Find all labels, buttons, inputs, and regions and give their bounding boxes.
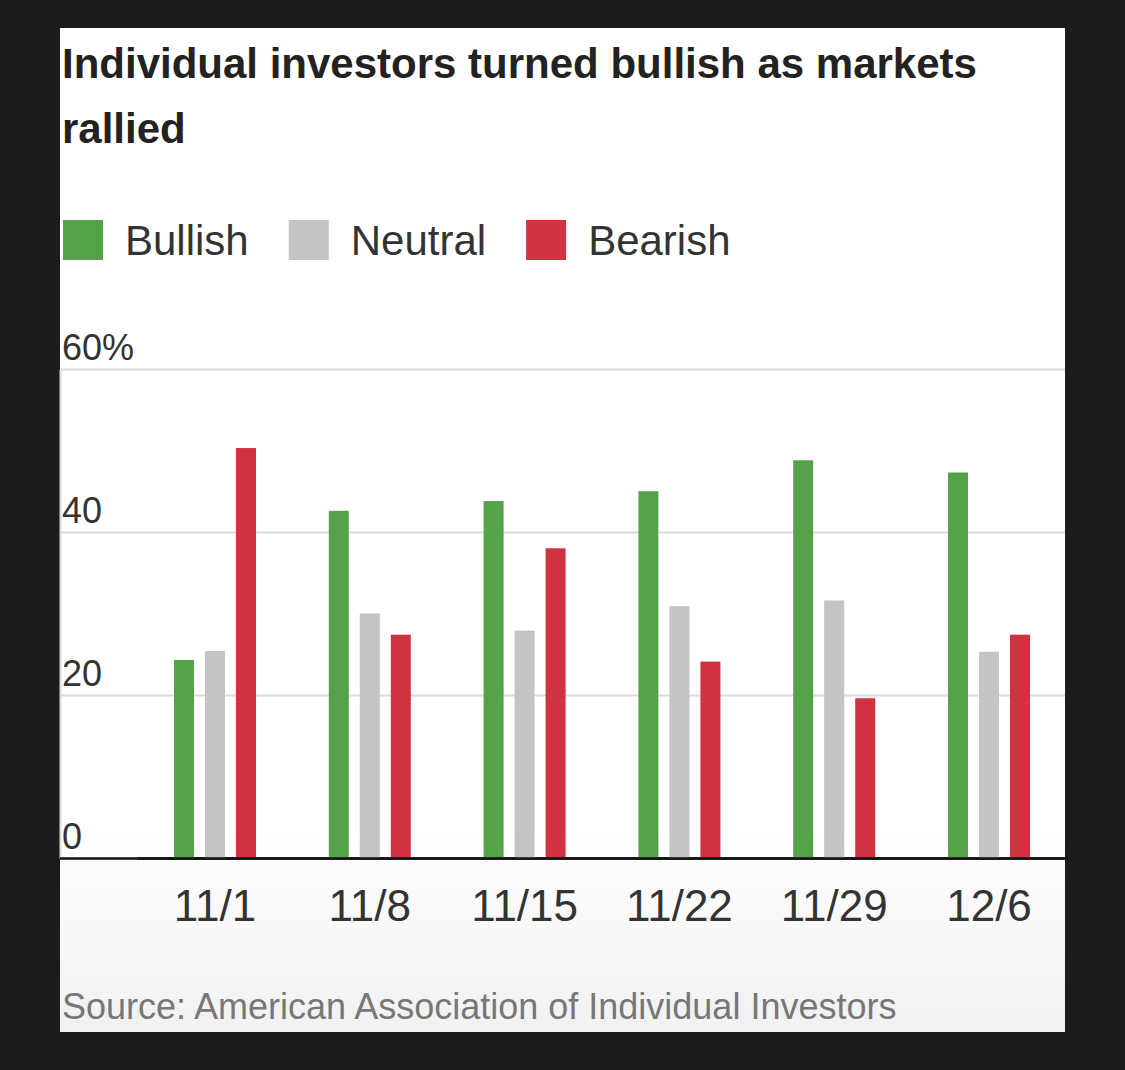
y-tick-label: 0 (62, 816, 82, 857)
bar (855, 698, 875, 858)
x-axis-line (138, 857, 1067, 860)
x-tick-label: 11/8 (329, 881, 411, 930)
legend-label: Bullish (125, 217, 249, 264)
bar (948, 473, 968, 858)
x-tick-label: 11/15 (471, 881, 578, 930)
legend-label: Neutral (351, 217, 486, 264)
legend-item: Bearish (526, 217, 730, 264)
x-tick-label: 11/1 (174, 881, 256, 930)
x-axis: 11/1 11/8 11/15 11/22 11/29 12/6 (138, 858, 1067, 930)
bar (700, 662, 720, 858)
bar (329, 511, 349, 858)
y-tick: 60% (60, 327, 1065, 370)
bar (546, 548, 566, 858)
x-tick-label: 12/6 (946, 881, 1032, 930)
x-tick: 11/22 (626, 858, 733, 930)
y-axis-line (60, 370, 62, 859)
bar (174, 660, 194, 858)
title: Individual investors turned bullish as m… (62, 40, 977, 152)
bar-series (236, 448, 1030, 858)
background (0, 0, 1125, 1070)
bar (391, 635, 411, 858)
legend-item: Neutral (289, 217, 486, 264)
legend-item: Bullish (63, 217, 249, 264)
legend-swatch (289, 220, 329, 260)
bar (638, 491, 658, 858)
bars (174, 448, 1030, 858)
grid-line (60, 369, 1065, 371)
bar (824, 600, 844, 858)
x-tick-label: 11/29 (781, 881, 888, 930)
bar (236, 448, 256, 858)
legend-swatch (63, 220, 103, 260)
chart-svg: Individual investors turned bullish as m… (0, 0, 1125, 1070)
x-tick: 11/29 (781, 858, 888, 930)
bar (484, 501, 504, 858)
y-tick: 40 (60, 490, 1065, 533)
legend-swatch (526, 220, 566, 260)
bar-series (174, 460, 968, 858)
card (60, 28, 1065, 1032)
bar (205, 651, 225, 858)
x-tick: 11/15 (471, 858, 578, 930)
bar (979, 652, 999, 858)
bar (515, 631, 535, 858)
title-line: rallied (62, 105, 186, 152)
x-tick: 11/8 (329, 858, 411, 930)
bar (1010, 635, 1030, 858)
x-tick-label: 11/22 (626, 881, 733, 930)
bar (360, 614, 380, 859)
bar (793, 460, 813, 858)
legend-label: Bearish (588, 217, 730, 264)
bar (669, 606, 689, 858)
legend: Bullish Neutral Bearish (63, 217, 731, 264)
source: Source: American Association of Individu… (62, 986, 896, 1027)
x-tick: 11/1 (174, 858, 256, 930)
grid-line (60, 532, 1065, 534)
y-axis: 0 20 40 60% (60, 327, 1065, 859)
y-tick-label: 60% (62, 327, 134, 368)
bar-series (205, 600, 999, 858)
y-tick-label: 40 (62, 490, 102, 531)
y-tick-label: 20 (62, 653, 102, 694)
x-tick: 12/6 (946, 858, 1032, 930)
title-line: Individual investors turned bullish as m… (62, 40, 977, 87)
